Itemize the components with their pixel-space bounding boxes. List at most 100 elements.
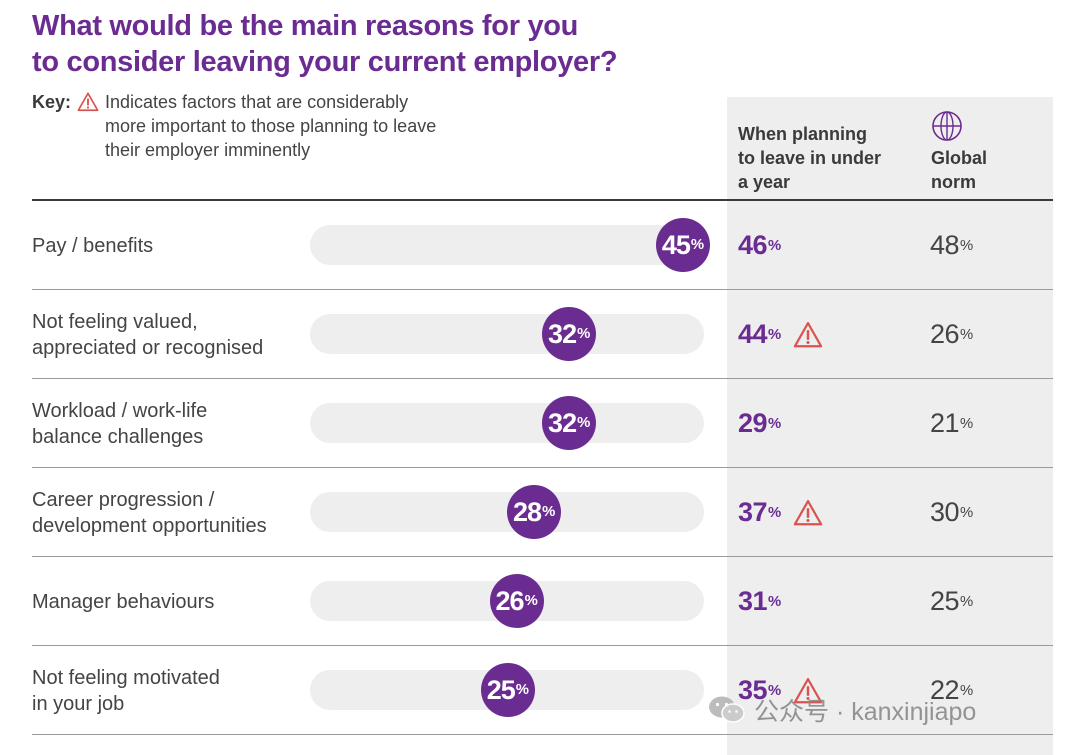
percent-sign: %	[960, 682, 974, 699]
table-row: Manager behaviours 26% 31% 25%	[32, 557, 1053, 646]
bar-track	[310, 225, 704, 265]
bar-value-bubble: 45%	[656, 218, 710, 272]
global-norm-value-number: 48	[930, 230, 960, 260]
row-label-line-1: Career progression /	[32, 488, 215, 511]
column-header-planning-line-1: When planning	[738, 124, 867, 144]
key-text-line-2: more important to those planning to leav…	[105, 116, 437, 136]
legend-key: Key: Indicates factors that are consider…	[32, 90, 502, 162]
bar-value-label: 45	[661, 229, 691, 260]
global-norm-value-number: 21	[930, 408, 960, 438]
row-label-line-2: balance challenges	[32, 425, 204, 448]
row-divider	[32, 378, 1053, 379]
watermark-text: 公众号 · kanxinjiapo	[754, 698, 977, 726]
globe-icon	[932, 111, 962, 141]
column-header-planning-line-2: to leave in under	[738, 148, 882, 168]
global-norm-value-number: 30	[930, 497, 960, 527]
row-label-line-2: development opportunities	[32, 514, 267, 537]
warning-triangle-icon	[794, 677, 823, 703]
row-label: Manager behaviours	[32, 557, 312, 646]
title-line-1: What would be the main reasons for you	[32, 10, 579, 42]
key-text: Indicates factors that are considerably …	[105, 90, 436, 162]
planning-value-number: 44	[738, 319, 768, 349]
percent-sign: %	[577, 415, 591, 431]
percent-sign: %	[960, 237, 974, 254]
bar-track	[310, 403, 704, 443]
planning-value: 37%	[738, 468, 823, 557]
column-header-global: Global norm	[931, 146, 1041, 194]
planning-value: 31%	[738, 557, 781, 646]
percent-sign: %	[960, 415, 974, 432]
warning-triangle-icon	[794, 321, 823, 347]
row-label: Not feeling motivated in your job	[32, 646, 312, 735]
bar-track	[310, 492, 704, 532]
percent-sign: %	[515, 682, 529, 698]
column-header-planning-line-3: a year	[738, 172, 791, 192]
bar-value-bubble: 26%	[489, 574, 544, 628]
row-label-line-1: Not feeling motivated	[32, 666, 220, 689]
percent-sign: %	[690, 237, 705, 253]
warning-triangle-icon	[77, 92, 99, 112]
key-text-line-1: Indicates factors that are considerably	[105, 92, 409, 112]
global-norm-value: 30%	[930, 468, 973, 557]
percent-sign: %	[960, 593, 974, 610]
percent-sign: %	[542, 504, 556, 520]
row-label-line-1: Manager behaviours	[32, 590, 215, 613]
row-label-line-1: Pay / benefits	[32, 234, 154, 257]
row-divider	[32, 556, 1053, 557]
title-line-2: to consider leaving your current employe…	[32, 46, 618, 78]
table-row: Workload / work-life balance challenges 32…	[32, 379, 1053, 468]
percent-sign: %	[768, 326, 782, 343]
row-label: Not feeling valued, appreciated or recogn…	[32, 290, 312, 379]
column-header-planning: When planning to leave in under a year	[738, 122, 918, 194]
table-row: Pay / benefits 45% 46% 48%	[32, 201, 1053, 290]
row-label-line-2: in your job	[32, 692, 125, 715]
planning-value: 29%	[738, 379, 781, 468]
chart-title: What would be the main reasons for you t…	[32, 8, 732, 80]
planning-value-number: 37	[738, 497, 768, 527]
table-row: Not feeling valued, appreciated or recogn…	[32, 290, 1053, 379]
global-norm-value: 25%	[930, 557, 973, 646]
row-label-line-1: Not feeling valued,	[32, 310, 198, 333]
bar-value-label: 32	[548, 318, 577, 349]
key-label: Key:	[32, 92, 72, 112]
watermark: 公众号 · kanxinjiapo	[708, 692, 976, 728]
global-norm-value-number: 25	[930, 586, 960, 616]
bar-track	[310, 314, 704, 354]
percent-sign: %	[768, 237, 782, 254]
global-norm-value: 48%	[930, 201, 973, 290]
bar-value-bubble: 32%	[542, 307, 597, 361]
planning-value: 44%	[738, 290, 823, 379]
planning-value: 35%	[738, 646, 823, 735]
percent-sign: %	[768, 415, 782, 432]
bar-value-label: 32	[548, 407, 577, 438]
bar-value-bubble: 25%	[480, 663, 535, 717]
percent-sign: %	[960, 504, 974, 521]
planning-value-number: 31	[738, 586, 768, 616]
global-norm-value-number: 22	[930, 675, 960, 705]
header-divider	[32, 199, 1053, 201]
row-divider	[32, 645, 1053, 646]
global-norm-value: 21%	[930, 379, 973, 468]
wechat-icon	[709, 696, 745, 723]
row-label: Career progression / development opportun…	[32, 468, 312, 557]
column-header-global-line-2: norm	[931, 172, 976, 192]
row-divider	[32, 289, 1053, 290]
row-divider	[32, 734, 1053, 735]
bar-value-bubble: 32%	[542, 396, 597, 450]
percent-sign: %	[768, 504, 782, 521]
bar-value-label: 28	[513, 496, 542, 527]
column-header-global-line-1: Global	[931, 148, 988, 168]
percent-sign: %	[768, 682, 782, 699]
bar-value-label: 26	[495, 585, 525, 616]
row-label: Workload / work-life balance challenges	[32, 379, 312, 468]
row-label-line-1: Workload / work-life	[32, 399, 208, 422]
warning-triangle-icon	[794, 499, 823, 525]
bar-value-label: 25	[486, 674, 516, 705]
percent-sign: %	[577, 326, 591, 342]
global-norm-value-number: 26	[930, 319, 960, 349]
planning-value: 46%	[738, 201, 781, 290]
row-label-line-2: appreciated or recognised	[32, 336, 264, 359]
planning-value-number: 35	[738, 675, 768, 705]
planning-value-number: 46	[738, 230, 768, 260]
table-row: Career progression / development opportun…	[32, 468, 1053, 557]
